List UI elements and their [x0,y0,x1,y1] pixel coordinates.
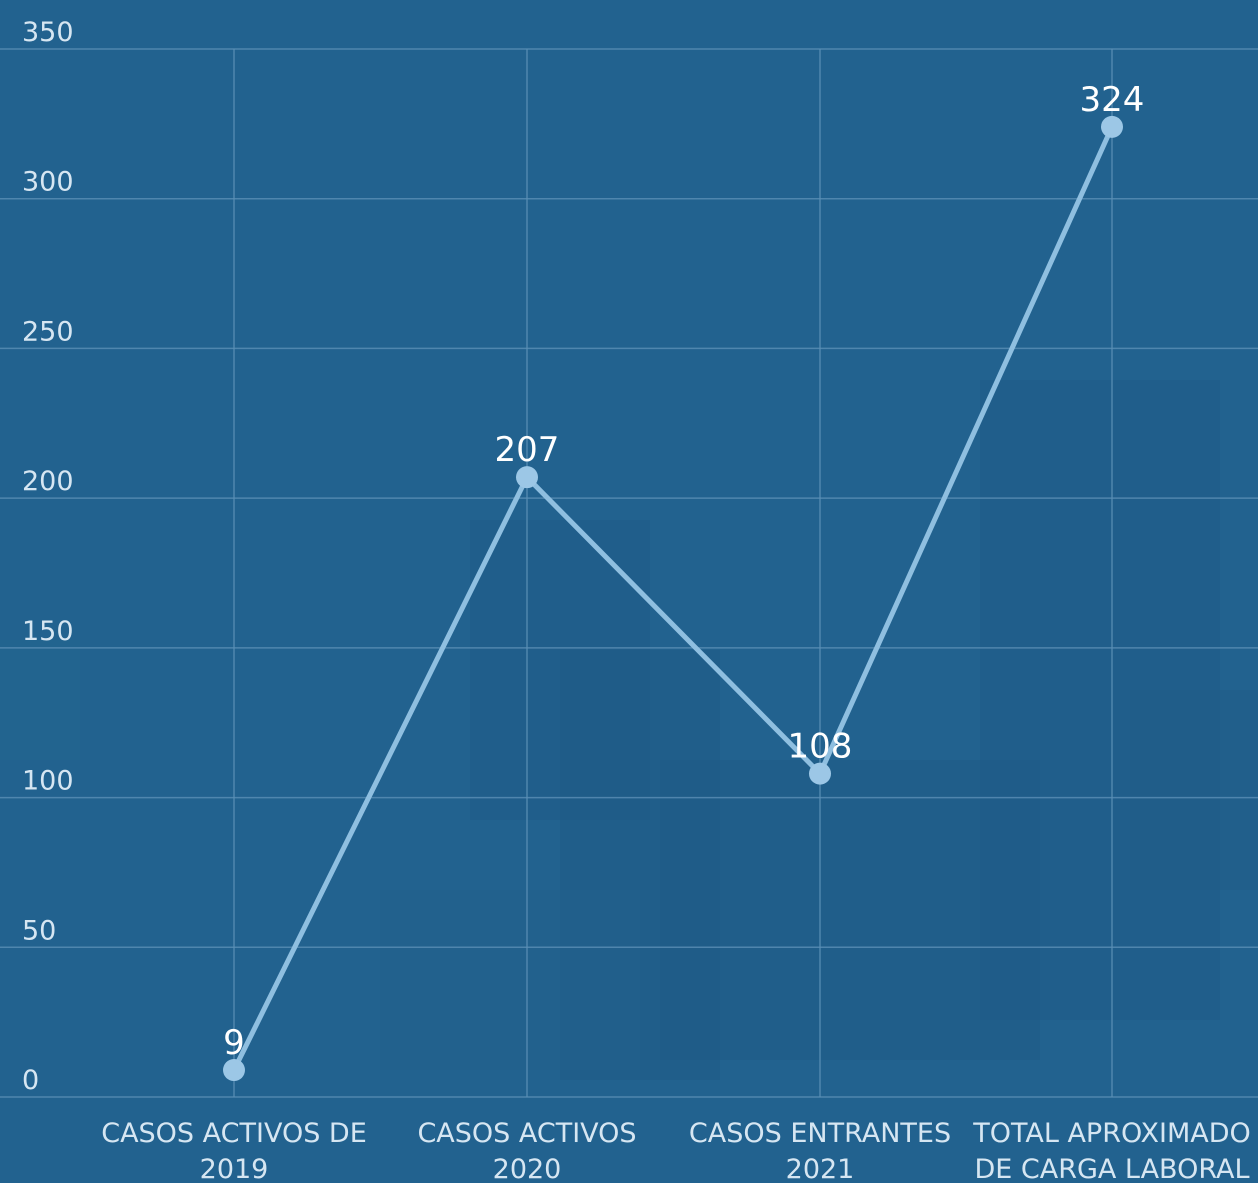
y-tick-label: 200 [22,466,74,497]
y-tick-label: 100 [22,766,74,797]
x-tick-label-line: 2019 [200,1154,269,1183]
data-label: 324 [1080,80,1145,120]
y-tick-label: 300 [22,167,74,198]
series-layer [231,124,1115,1073]
y-tick-label: 50 [22,915,56,946]
x-tick-label-line: CASOS ACTIVOS DE [101,1118,367,1149]
grid-layer [0,48,1258,1098]
y-tick-label: 150 [22,616,74,647]
data-label: 108 [788,727,853,767]
x-category-label: TOTAL APROXIMADO DE CARGA LABORAL [972,1118,1251,1183]
data-point-marker[interactable] [516,466,538,489]
x-tick-label-line: TOTAL APROXIMADO [972,1118,1251,1149]
x-tick-label-line: DE CARGA LABORAL [974,1154,1249,1183]
label-layer: 9 207 108 324 [223,80,1144,1063]
y-tick-label: 250 [22,316,74,347]
axis-layer: 0 50 100 150 200 250 300 350 CASOS ACTIVOS DE 201… [22,17,1251,1183]
data-point-marker[interactable] [809,762,831,785]
marker-layer [223,115,1123,1082]
x-tick-label-line: 2020 [493,1154,562,1183]
data-point-marker[interactable] [1101,115,1123,138]
x-category-label: CASOS ACTIVOS 2020 [417,1118,636,1183]
series-line [231,124,1115,1073]
data-point-marker[interactable] [223,1059,245,1082]
x-category-label: CASOS ENTRANTES 2021 [689,1118,951,1183]
y-tick-label: 0 [22,1065,39,1096]
x-tick-label-line: CASOS ACTIVOS [417,1118,636,1149]
data-label: 207 [495,430,560,470]
data-label: 9 [223,1023,245,1063]
y-tick-label: 350 [22,17,74,48]
x-tick-label-line: 2021 [786,1154,855,1183]
x-tick-label-line: CASOS ENTRANTES [689,1118,951,1149]
x-category-label: CASOS ACTIVOS DE 2019 [101,1118,367,1183]
